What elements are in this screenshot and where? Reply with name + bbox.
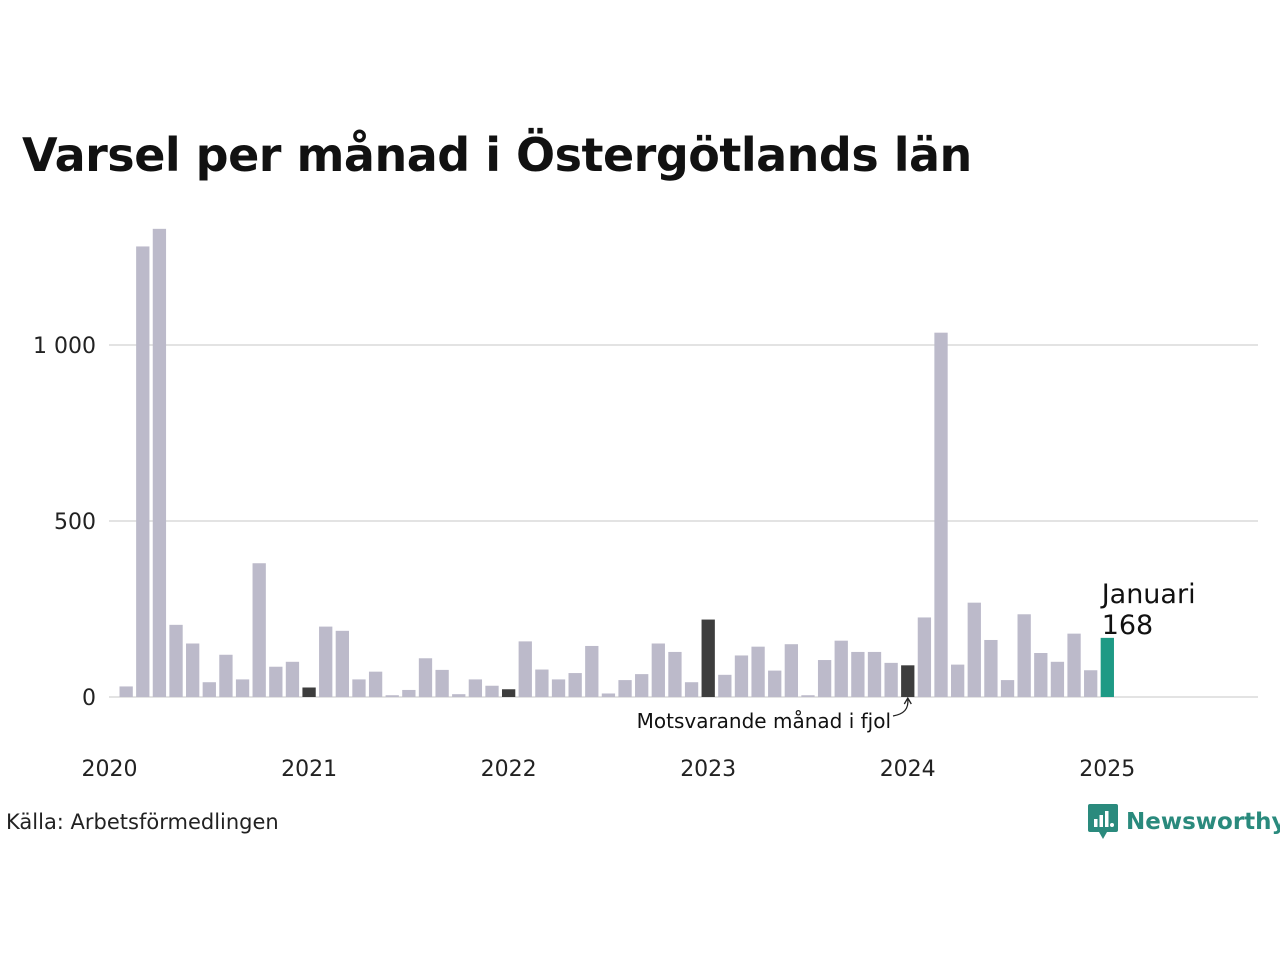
bar [335, 630, 349, 697]
bar [252, 563, 266, 697]
bar [368, 671, 383, 697]
newsworthy-logo-icon [1088, 804, 1118, 839]
bar [917, 617, 932, 697]
bar [285, 661, 300, 697]
chart: 0 500 1 000 2020 2021 2022 2023 2024 2025 Janua… [33, 228, 1258, 782]
bar [352, 679, 366, 697]
bar-comparison [901, 665, 915, 697]
x-tick-label: 2021 [281, 757, 337, 782]
annotation-arrowhead [903, 696, 912, 705]
x-tick-label: 2023 [680, 757, 736, 782]
bar [934, 332, 948, 697]
bar-comparison [701, 619, 715, 697]
bar [784, 644, 798, 697]
bar-comparison [302, 687, 316, 697]
bar [734, 655, 749, 697]
bar [668, 651, 682, 697]
x-tick-label: 2024 [880, 757, 936, 782]
bar [718, 674, 732, 697]
bar [851, 651, 865, 697]
bar [235, 679, 250, 697]
bar [967, 602, 981, 697]
y-tick-label: 500 [54, 510, 96, 535]
bar [951, 664, 965, 697]
bar [601, 693, 616, 697]
bar [468, 679, 483, 697]
brand-logo: Newsworthy [1088, 804, 1280, 840]
bar [1017, 614, 1031, 697]
bar [801, 695, 815, 697]
y-axis-ticks: 0 500 1 000 [33, 334, 96, 711]
bar [1050, 661, 1065, 697]
y-tick-label: 0 [82, 686, 96, 711]
bar [418, 658, 433, 697]
bar [385, 695, 399, 697]
bar [269, 666, 283, 697]
highlight-month-label: Januari [1100, 579, 1196, 610]
bar [435, 669, 449, 697]
bar [768, 670, 782, 697]
bar [452, 694, 466, 697]
bar [834, 640, 848, 697]
bar [568, 673, 582, 697]
bar [152, 228, 167, 697]
bar [1000, 680, 1015, 697]
bar [402, 689, 416, 697]
bar [618, 680, 632, 697]
bar [651, 643, 665, 697]
x-axis-ticks: 2020 2021 2022 2023 2024 2025 [82, 757, 1136, 782]
bar [136, 246, 150, 697]
bar [319, 626, 333, 697]
bar [169, 624, 183, 697]
bar [219, 654, 233, 697]
annotation-arrow [892, 698, 909, 717]
brand-name: Newsworthy [1126, 809, 1280, 835]
bar [535, 669, 549, 697]
bar [551, 679, 566, 697]
bar [751, 646, 765, 697]
bar [635, 674, 649, 697]
highlight-value-label: 168 [1102, 610, 1154, 641]
bar [984, 639, 998, 697]
bar [817, 660, 832, 697]
bar [585, 645, 599, 697]
chart-title: Varsel per månad i Östergötlands län [22, 128, 972, 182]
bar [684, 682, 699, 697]
bar [1034, 653, 1048, 697]
x-tick-label: 2025 [1079, 757, 1135, 782]
bar [1067, 633, 1081, 697]
bar [884, 662, 898, 697]
source-note: Källa: Arbetsförmedlingen [6, 810, 279, 834]
x-tick-label: 2022 [481, 757, 537, 782]
bar [485, 685, 499, 697]
bar [119, 686, 133, 697]
bars [119, 228, 1114, 697]
comparison-label: Motsvarande månad i fjol [637, 709, 891, 733]
bar-current [1100, 637, 1114, 697]
y-tick-label: 1 000 [33, 334, 96, 359]
bar [202, 682, 216, 697]
bar-comparison [501, 689, 516, 697]
x-tick-label: 2020 [82, 757, 138, 782]
bar [867, 651, 882, 697]
bar [518, 641, 532, 697]
bar [1084, 670, 1098, 697]
gridlines [109, 344, 1258, 698]
bar [186, 643, 200, 697]
